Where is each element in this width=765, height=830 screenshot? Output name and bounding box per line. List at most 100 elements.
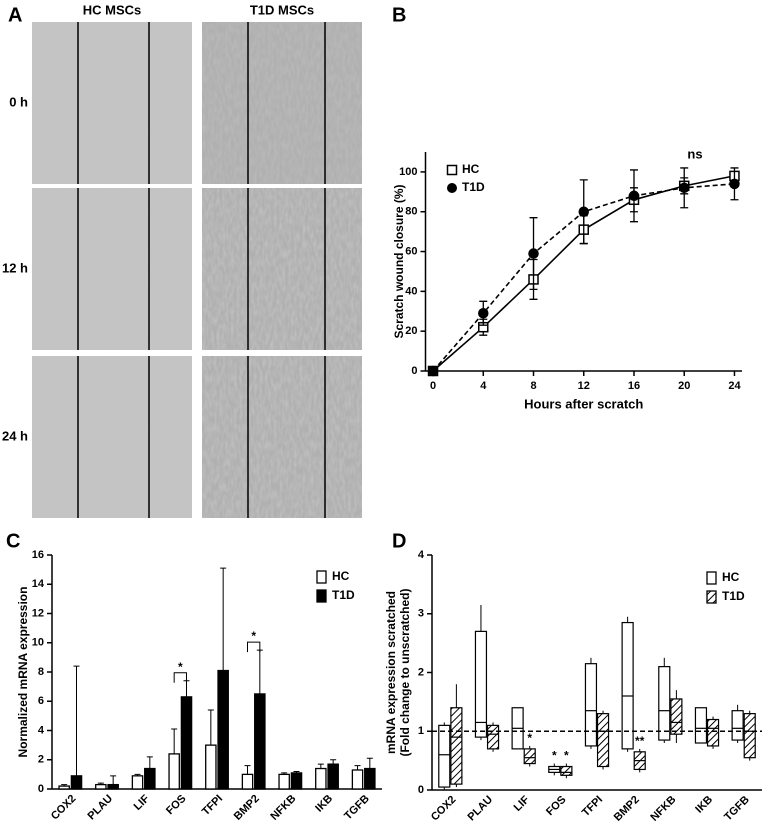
micrograph (202, 356, 362, 518)
x-tick-label: FOS (544, 794, 568, 818)
image-texture (32, 188, 192, 350)
panel-label: A (8, 4, 22, 26)
box (621, 621, 634, 750)
y-tick-label: 4 (38, 724, 45, 736)
y-tick-label: 2 (418, 666, 424, 678)
image-texture (202, 356, 362, 518)
y-tick-label: 100 (399, 166, 417, 178)
significance-label: * (552, 749, 557, 763)
image-texture (32, 356, 192, 518)
significance-bracket (173, 672, 187, 683)
bar (254, 693, 266, 790)
x-tick-label: COX2 (49, 793, 79, 823)
bar (315, 767, 327, 790)
bar (351, 769, 364, 790)
bar (180, 696, 193, 790)
box (706, 718, 720, 747)
marker (628, 190, 640, 202)
marker (427, 365, 439, 377)
micrograph (32, 188, 192, 350)
x-tick-label: 0 (430, 380, 436, 392)
y-tick-label: 3 (418, 608, 424, 620)
significance-label: ** (635, 734, 645, 748)
box (596, 713, 610, 768)
x-tick-label: IKB (313, 793, 335, 815)
bar (144, 767, 156, 790)
legend-label: T1D (332, 588, 355, 602)
box (731, 710, 744, 741)
bar (241, 773, 254, 790)
panel-label: B (392, 4, 406, 26)
row-label: 12 h (2, 260, 28, 275)
y-tick-label: 8 (38, 666, 44, 678)
marker (478, 308, 489, 319)
error-bar (354, 765, 361, 770)
x-tick-label: PLAU (466, 794, 496, 824)
y-tick-label: 6 (38, 695, 44, 707)
x-tick-label: 4 (480, 380, 487, 392)
error-bar (146, 756, 153, 769)
micrograph (202, 22, 362, 184)
image-texture (202, 188, 362, 350)
y-tick-label: 40 (405, 285, 417, 297)
x-tick-label: PLAU (86, 793, 116, 823)
error-bar (330, 759, 337, 765)
y-axis-label: (Fold change to unscratched) (398, 588, 412, 756)
legend-label: HC (722, 570, 740, 584)
error-bar (220, 567, 227, 671)
x-tick-label: 8 (530, 380, 536, 392)
legend-label: HC (332, 569, 350, 583)
box (438, 724, 451, 788)
x-tick-label: LIF (512, 793, 532, 813)
micrograph (32, 356, 192, 518)
x-tick-label: NFKB (648, 794, 678, 824)
y-tick-label: 80 (405, 206, 417, 218)
x-tick-label: 20 (678, 380, 690, 392)
box (486, 724, 500, 750)
error-bar (256, 649, 263, 694)
y-tick-label: 20 (405, 325, 417, 337)
marker (528, 248, 539, 259)
error-bar (244, 765, 251, 775)
y-tick-label: 12 (32, 607, 44, 619)
error-bar (73, 665, 80, 776)
panel-label: D (392, 530, 406, 552)
column-header: HC MSCs (83, 2, 142, 17)
x-tick-label: FOS (164, 793, 188, 817)
error-bar (207, 709, 214, 746)
legend-swatch (706, 590, 717, 604)
micrograph (202, 188, 362, 350)
bar (107, 783, 119, 790)
marker (678, 182, 690, 194)
legend-swatch (316, 570, 327, 584)
image-texture (32, 22, 192, 184)
bar (327, 763, 339, 790)
y-tick-label: 0 (418, 784, 424, 796)
x-tick-label: LIF (132, 792, 152, 812)
y-axis-label: mRNA expression scratched (384, 591, 398, 754)
x-tick-label: 12 (578, 380, 590, 392)
box (560, 765, 573, 776)
legend-label: HC (462, 162, 480, 176)
error-bar (183, 680, 190, 697)
y-axis-label: Normalized mRNA expression (16, 587, 30, 758)
y-tick-label: 2 (38, 754, 44, 766)
box (670, 698, 683, 735)
bar (278, 773, 290, 790)
bar (205, 744, 217, 790)
significance-label: * (527, 731, 532, 745)
column-header: T1D MSCs (250, 2, 314, 17)
x-tick-label: TGFB (722, 794, 752, 824)
y-tick-label: 0 (38, 783, 44, 795)
error-bar (171, 728, 178, 754)
x-tick-label: IKB (693, 794, 715, 816)
legend-marker (447, 183, 457, 193)
x-tick-label: COX2 (429, 794, 459, 824)
legend-swatch (706, 571, 717, 585)
bar (131, 775, 144, 790)
legend-marker (446, 164, 458, 176)
error-bar (110, 775, 117, 785)
x-tick-label: NFKB (268, 793, 298, 823)
bar (290, 772, 303, 790)
